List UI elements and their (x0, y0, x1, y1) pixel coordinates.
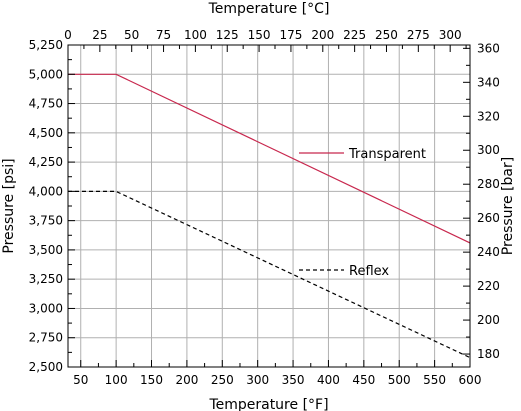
x-tick-label-bottom: 500 (388, 373, 411, 387)
x-tick-label-top: 200 (311, 28, 334, 42)
x-tick-label-top: 275 (407, 28, 430, 42)
x-tick-label-top: 0 (64, 28, 72, 42)
y-tick-label-right: 180 (477, 347, 500, 361)
y-tick-label-left: 3,000 (29, 301, 63, 315)
series-line-reflex (68, 190, 471, 359)
x-tick-label-top: 25 (92, 28, 107, 42)
x-tick-label-top: 150 (248, 28, 271, 42)
y-tick-label-right: 300 (477, 143, 500, 157)
x-tick-label-bottom: 50 (73, 373, 88, 387)
y-tick-label-left: 5,250 (29, 38, 63, 52)
x-axis-label-bottom: Temperature [°F] (208, 397, 328, 411)
y-tick-label-right: 260 (477, 211, 500, 225)
y-tick-label-right: 320 (477, 109, 500, 123)
y-tick-label-right: 220 (477, 279, 500, 293)
x-tick-label-bottom: 300 (246, 373, 269, 387)
y-tick-label-left: 5,000 (29, 67, 63, 81)
y-tick-label-right: 280 (477, 177, 500, 191)
y-tick-label-left: 3,750 (29, 214, 63, 228)
x-tick-label-top: 100 (184, 28, 207, 42)
x-tick-label-bottom: 150 (140, 373, 163, 387)
legend-label-transparent: Transparent (348, 147, 426, 162)
x-tick-label-top: 225 (343, 28, 366, 42)
y-tick-label-left: 4,750 (29, 97, 63, 111)
y-tick-label-left: 3,250 (29, 272, 63, 286)
y-tick-label-left: 4,000 (29, 184, 63, 198)
legend-label-reflex: Reflex (349, 264, 389, 279)
y-tick-label-right: 240 (477, 245, 500, 259)
legend: Transparent Reflex (299, 147, 426, 279)
y-axis-label-left: Pressure [psi] (1, 158, 17, 253)
x-tick-label-top: 50 (124, 28, 139, 42)
y-tick-label-right: 200 (477, 313, 500, 327)
y-tick-label-right: 360 (477, 41, 500, 55)
x-tick-label-bottom: 100 (105, 373, 128, 387)
x-tick-label-bottom: 400 (317, 373, 340, 387)
x-tick-label-bottom: 600 (459, 373, 482, 387)
y-tick-label-right: 340 (477, 75, 500, 89)
y-tick-label-left: 4,500 (29, 126, 63, 140)
x-tick-label-top: 75 (156, 28, 171, 42)
y-tick-label-left: 4,250 (29, 155, 63, 169)
x-tick-label-bottom: 450 (352, 373, 375, 387)
x-tick-label-top: 125 (216, 28, 239, 42)
grid (68, 44, 471, 368)
y-tick-label-left: 2,500 (29, 360, 63, 374)
plot-frame (67, 44, 471, 368)
x-tick-label-bottom: 350 (282, 373, 305, 387)
series-lines (68, 73, 471, 359)
x-tick-label-bottom: 200 (175, 373, 198, 387)
x-tick-label-bottom: 550 (423, 373, 446, 387)
y-tick-label-left: 3,500 (29, 243, 63, 257)
x-tick-label-top: 175 (279, 28, 302, 42)
x-axis-label-top: Temperature [°C] (208, 1, 330, 17)
x-tick-label-top: 250 (375, 28, 398, 42)
y-tick-label-left: 2,750 (29, 331, 63, 345)
x-tick-label-top: 300 (439, 28, 462, 42)
x-tick-label-bottom: 250 (211, 373, 234, 387)
y-axis-label-right: Pressure [bar] (500, 157, 516, 255)
axis-ticks: 50 100 150 200 250 300 350 400 450 500 550 600 0 25 50… (29, 28, 500, 387)
series-line-transparent (68, 73, 471, 244)
